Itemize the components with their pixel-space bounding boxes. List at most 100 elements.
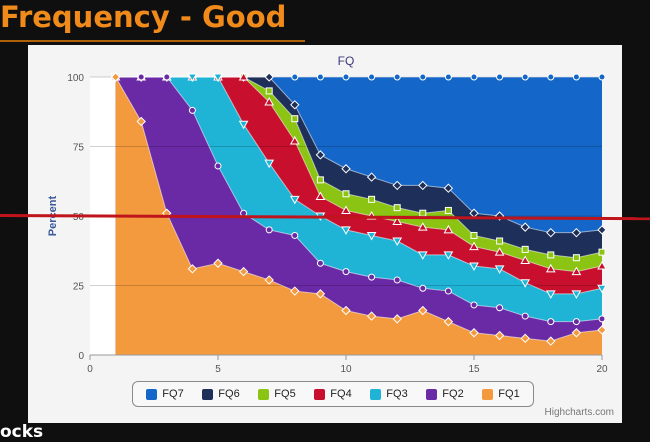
point-fq4: [392, 216, 403, 226]
point-fq6: [597, 225, 607, 235]
chart-container: 025507510005101520FQPercent FQ7FQ6FQ5FQ4…: [28, 45, 622, 423]
point-fq2: [342, 268, 350, 276]
point-fq2: [214, 162, 222, 170]
point-fq6: [571, 227, 582, 238]
x-tick-label: 15: [468, 364, 480, 375]
point-fq3: [392, 237, 403, 247]
fq-chart: 025507510005101520FQPercent: [47, 54, 608, 375]
line-fq2: [115, 76, 603, 323]
point-fq1: [290, 286, 300, 296]
point-fq1: [494, 330, 505, 341]
legend-swatch: [370, 388, 382, 400]
legend-swatch: [314, 388, 326, 400]
point-fq4: [443, 224, 454, 234]
point-fq6: [264, 72, 274, 82]
y-tick-label: 50: [73, 212, 85, 223]
point-fq4: [315, 191, 326, 201]
point-fq4: [238, 71, 249, 81]
point-fq3: [289, 195, 300, 205]
point-fq5: [291, 115, 299, 123]
legend-label: FQ4: [330, 388, 352, 400]
point-fq7: [291, 73, 299, 81]
point-fq6: [520, 222, 530, 232]
point-fq5: [598, 248, 606, 256]
legend-swatch: [426, 388, 438, 400]
legend-item-fq5[interactable]: FQ5: [258, 388, 296, 400]
point-fq1: [571, 328, 582, 338]
x-tick-label: 5: [215, 364, 221, 375]
point-fq1: [418, 305, 428, 316]
point-fq1: [469, 328, 479, 338]
slide-footer-text: ocks: [0, 422, 44, 442]
point-fq1: [238, 266, 249, 277]
point-fq3: [238, 120, 249, 130]
point-fq1: [520, 333, 530, 344]
point-fq2: [163, 73, 171, 81]
point-fq4: [417, 222, 428, 231]
point-fq2: [547, 318, 555, 326]
point-fq1: [392, 314, 402, 324]
point-fq7: [598, 73, 606, 81]
point-fq2: [572, 318, 580, 326]
slide-title: Frequency - Good: [0, 0, 287, 34]
point-fq3: [597, 284, 607, 294]
point-fq1: [187, 264, 198, 274]
point-fq7: [470, 73, 478, 81]
point-fq2: [496, 304, 504, 312]
title-underline: [0, 40, 305, 42]
point-fq3: [545, 290, 556, 299]
point-fq1: [264, 275, 274, 285]
point-fq6: [341, 164, 351, 174]
legend-item-fq1[interactable]: FQ1: [482, 388, 520, 400]
legend-swatch: [202, 388, 214, 400]
point-fq3: [494, 265, 505, 274]
point-fq4: [545, 263, 556, 273]
point-fq2: [291, 231, 299, 239]
x-tick-label: 20: [596, 364, 608, 375]
point-fq3: [187, 73, 198, 83]
legend-item-fq7[interactable]: FQ7: [146, 388, 184, 400]
y-tick-label: 100: [67, 73, 84, 84]
point-fq6: [418, 180, 428, 191]
area-fq1: [115, 77, 602, 355]
point-fq7: [547, 73, 555, 81]
point-fq1: [546, 336, 556, 346]
point-fq5: [572, 254, 580, 262]
point-fq2: [419, 284, 427, 292]
point-fq4: [520, 255, 531, 264]
point-fq7: [393, 73, 401, 81]
legend-item-fq3[interactable]: FQ3: [370, 388, 408, 400]
point-fq3: [469, 262, 479, 272]
point-fq3: [520, 279, 531, 288]
legend-item-fq2[interactable]: FQ2: [426, 388, 464, 400]
point-fq4: [264, 97, 275, 106]
point-fq1: [341, 305, 351, 316]
point-fq5: [521, 245, 529, 253]
point-fq7: [419, 73, 427, 81]
x-tick-label: 10: [340, 364, 352, 375]
legend-item-fq6[interactable]: FQ6: [202, 388, 240, 400]
point-fq3: [213, 73, 223, 83]
point-fq5: [316, 176, 324, 184]
legend-label: FQ7: [162, 388, 184, 400]
line-fq1: [115, 76, 603, 342]
point-fq7: [368, 73, 376, 81]
point-fq7: [496, 73, 504, 81]
point-fq3: [264, 159, 275, 169]
point-fq1: [597, 325, 607, 335]
point-fq2: [598, 315, 606, 323]
point-fq5: [470, 231, 478, 239]
point-fq3: [341, 226, 351, 235]
point-fq6: [366, 172, 377, 182]
legend-item-fq4[interactable]: FQ4: [314, 388, 352, 400]
point-fq1: [443, 316, 454, 327]
point-fq2: [368, 273, 376, 281]
point-fq5: [342, 190, 350, 198]
legend-swatch: [258, 388, 270, 400]
point-fq2: [521, 312, 529, 320]
point-fq4: [289, 135, 300, 145]
point-fq4: [341, 205, 351, 214]
chart-credits[interactable]: Highcharts.com: [544, 407, 614, 418]
point-fq5: [368, 195, 376, 203]
point-fq3: [417, 251, 428, 260]
